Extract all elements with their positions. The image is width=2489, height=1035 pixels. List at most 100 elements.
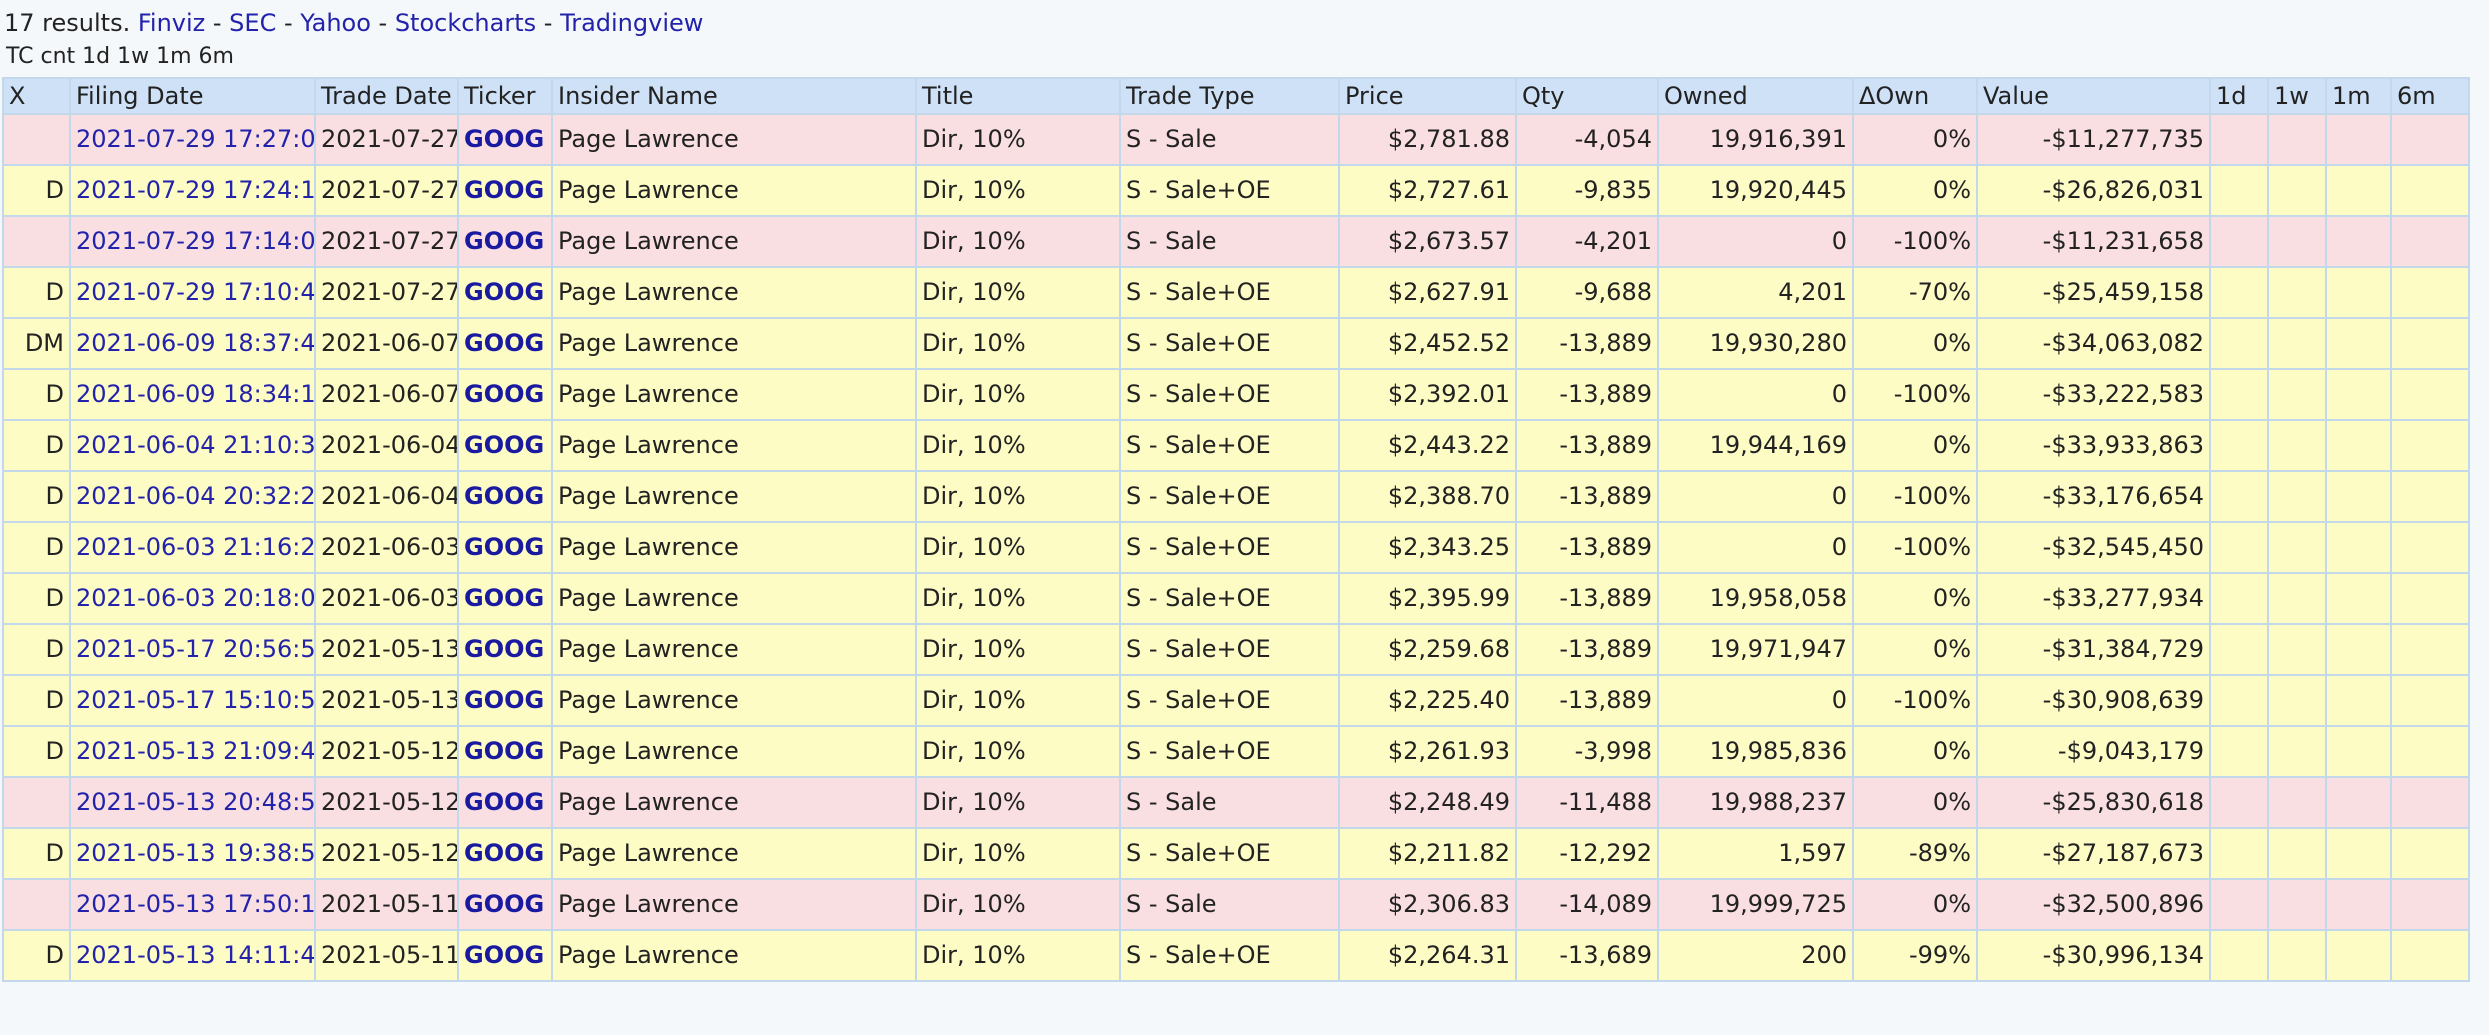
insider-name-link[interactable]: Page Lawrence	[558, 686, 739, 714]
cell-trade-date: 2021-05-12	[314, 827, 459, 880]
filing-date-link[interactable]: 2021-05-17 15:10:51	[76, 686, 315, 714]
col-header-1w[interactable]: 1w	[2267, 77, 2327, 115]
cell-1d	[2209, 470, 2269, 523]
insider-name-link[interactable]: Page Lawrence	[558, 737, 739, 765]
ticker-link[interactable]: GOOG	[464, 329, 545, 357]
col-header-6m[interactable]: 6m	[2390, 77, 2470, 115]
insider-name-link[interactable]: Page Lawrence	[558, 890, 739, 918]
filing-date-link[interactable]: 2021-07-29 17:24:16	[76, 176, 315, 204]
table-row: D 2021-06-03 21:16:27 2021-06-03 GOOG Page L…	[2, 521, 2470, 574]
filing-date-link[interactable]: 2021-05-13 20:48:59	[76, 788, 315, 816]
filing-date-link[interactable]: 2021-05-13 14:11:41	[76, 941, 315, 969]
cell-delta-own: -70%	[1852, 266, 1978, 319]
filing-date-link[interactable]: 2021-05-17 20:56:56	[76, 635, 315, 663]
col-header-1m[interactable]: 1m	[2325, 77, 2392, 115]
tradingview-link[interactable]: Tradingview	[560, 9, 704, 37]
insider-name-link[interactable]: Page Lawrence	[558, 584, 739, 612]
cell-title: Dir, 10%	[915, 164, 1121, 217]
ticker-link[interactable]: GOOG	[464, 227, 545, 255]
ticker-link[interactable]: GOOG	[464, 533, 545, 561]
cell-title: Dir, 10%	[915, 368, 1121, 421]
col-header-delta-own[interactable]: ΔOwn	[1852, 77, 1978, 115]
col-header-filing-date[interactable]: Filing Date	[69, 77, 316, 115]
cell-1m	[2325, 878, 2392, 931]
filing-date-link[interactable]: 2021-05-13 19:38:50	[76, 839, 315, 867]
cell-price: $2,395.99	[1338, 572, 1517, 625]
ticker-link[interactable]: GOOG	[464, 380, 545, 408]
cell-trade-date: 2021-07-27	[314, 113, 459, 166]
col-header-qty[interactable]: Qty	[1515, 77, 1659, 115]
filing-date-link[interactable]: 2021-06-03 21:16:27	[76, 533, 315, 561]
filing-date-link[interactable]: 2021-06-03 20:18:01	[76, 584, 315, 612]
cell-price: $2,211.82	[1338, 827, 1517, 880]
filing-date-link[interactable]: 2021-07-29 17:10:46	[76, 278, 315, 306]
col-header-trade-type[interactable]: Trade Type	[1119, 77, 1340, 115]
ticker-link[interactable]: GOOG	[464, 431, 545, 459]
insider-name-link[interactable]: Page Lawrence	[558, 176, 739, 204]
filing-date-link[interactable]: 2021-06-09 18:37:42	[76, 329, 315, 357]
insider-name-link[interactable]: Page Lawrence	[558, 431, 739, 459]
col-header-insider-name[interactable]: Insider Name	[551, 77, 917, 115]
ticker-link[interactable]: GOOG	[464, 839, 545, 867]
filing-date-link[interactable]: 2021-07-29 17:27:05	[76, 125, 315, 153]
ticker-link[interactable]: GOOG	[464, 482, 545, 510]
filing-date-link[interactable]: 2021-06-04 21:10:38	[76, 431, 315, 459]
filing-date-link[interactable]: 2021-05-13 17:50:12	[76, 890, 315, 918]
filing-date-link[interactable]: 2021-06-04 20:32:27	[76, 482, 315, 510]
finviz-link[interactable]: Finviz	[137, 9, 206, 37]
ticker-link[interactable]: GOOG	[464, 584, 545, 612]
ticker-link[interactable]: GOOG	[464, 176, 545, 204]
insider-name-link[interactable]: Page Lawrence	[558, 839, 739, 867]
col-header-title[interactable]: Title	[915, 77, 1121, 115]
ticker-link[interactable]: GOOG	[464, 635, 545, 663]
col-header-trade-date[interactable]: Trade Date	[314, 77, 459, 115]
ticker-link[interactable]: GOOG	[464, 737, 545, 765]
cell-owned: 19,985,836	[1657, 725, 1854, 778]
cell-x	[2, 776, 71, 829]
insider-name-link[interactable]: Page Lawrence	[558, 533, 739, 561]
cell-qty: -13,889	[1515, 317, 1659, 370]
col-header-price[interactable]: Price	[1338, 77, 1517, 115]
insider-name-link[interactable]: Page Lawrence	[558, 329, 739, 357]
cell-qty: -13,889	[1515, 470, 1659, 523]
filing-date-cell: 2021-06-04 20:32:27	[69, 470, 316, 523]
sec-link[interactable]: SEC	[229, 9, 277, 37]
cell-x	[2, 878, 71, 931]
insider-name-link[interactable]: Page Lawrence	[558, 278, 739, 306]
ticker-link[interactable]: GOOG	[464, 125, 545, 153]
table-row: D 2021-06-04 20:32:27 2021-06-04 GOOG Page L…	[2, 470, 2470, 523]
cell-trade-date: 2021-05-11	[314, 929, 459, 982]
ticker-link[interactable]: GOOG	[464, 278, 545, 306]
col-header-x[interactable]: X	[2, 77, 71, 115]
cell-x: DM	[2, 317, 71, 370]
ticker-link[interactable]: GOOG	[464, 890, 545, 918]
cell-6m	[2390, 572, 2470, 625]
ticker-link[interactable]: GOOG	[464, 788, 545, 816]
stockcharts-link[interactable]: Stockcharts	[394, 9, 537, 37]
ticker-link[interactable]: GOOG	[464, 686, 545, 714]
filing-date-link[interactable]: 2021-05-13 21:09:40	[76, 737, 315, 765]
ticker-link[interactable]: GOOG	[464, 941, 545, 969]
cell-1m	[2325, 419, 2392, 472]
col-header-value[interactable]: Value	[1976, 77, 2211, 115]
cell-1d	[2209, 419, 2269, 472]
cell-price: $2,248.49	[1338, 776, 1517, 829]
col-header-ticker[interactable]: Ticker	[457, 77, 553, 115]
filing-date-link[interactable]: 2021-07-29 17:14:07	[76, 227, 315, 255]
cell-title: Dir, 10%	[915, 572, 1121, 625]
col-header-1d[interactable]: 1d	[2209, 77, 2269, 115]
filing-date-cell: 2021-05-13 19:38:50	[69, 827, 316, 880]
insider-name-link[interactable]: Page Lawrence	[558, 380, 739, 408]
cell-1d	[2209, 674, 2269, 727]
insider-name-link[interactable]: Page Lawrence	[558, 788, 739, 816]
yahoo-link[interactable]: Yahoo	[300, 9, 371, 37]
insider-name-link[interactable]: Page Lawrence	[558, 227, 739, 255]
insider-name-link[interactable]: Page Lawrence	[558, 125, 739, 153]
insider-name-cell: Page Lawrence	[551, 725, 917, 778]
filing-date-link[interactable]: 2021-06-09 18:34:12	[76, 380, 315, 408]
col-header-owned[interactable]: Owned	[1657, 77, 1854, 115]
insider-name-link[interactable]: Page Lawrence	[558, 941, 739, 969]
insider-name-link[interactable]: Page Lawrence	[558, 635, 739, 663]
cell-qty: -11,488	[1515, 776, 1659, 829]
insider-name-link[interactable]: Page Lawrence	[558, 482, 739, 510]
